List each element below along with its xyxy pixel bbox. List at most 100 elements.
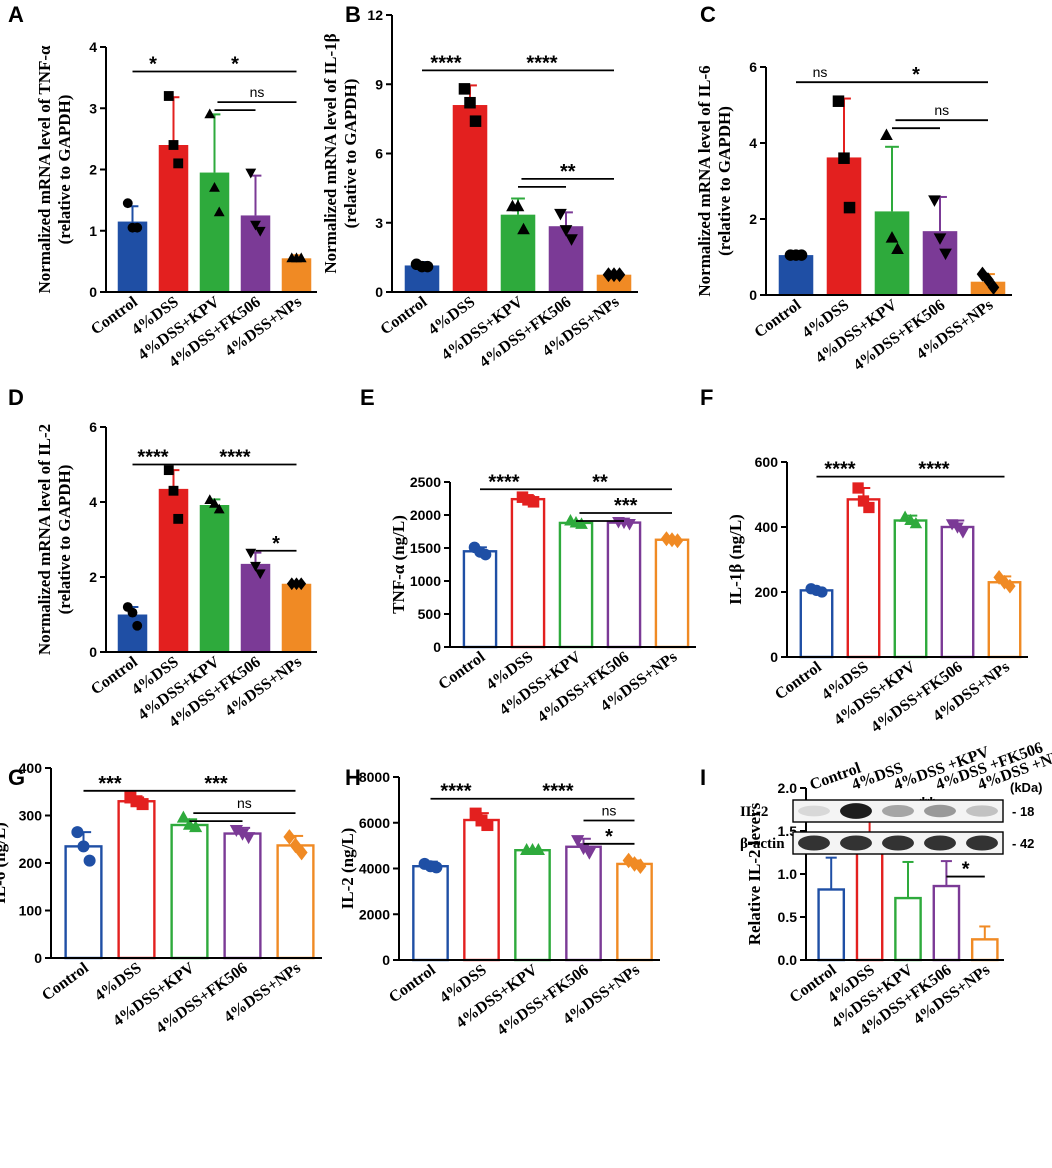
data-point [838, 152, 850, 164]
y-tick-label: 0 [375, 284, 383, 300]
blot-band [798, 805, 830, 817]
data-point [163, 465, 174, 476]
y-axis-label: IL-1β (ng/L) [726, 514, 745, 605]
category-label: Control [751, 296, 804, 341]
data-point [245, 548, 257, 559]
data-point [857, 495, 870, 507]
y-tick-label: 500 [418, 606, 442, 622]
panel-label: H [345, 765, 361, 790]
significance-label: * [962, 859, 970, 881]
bar [548, 226, 584, 292]
data-point [469, 115, 482, 127]
blot-band [882, 804, 914, 818]
y-tick-label: 6000 [359, 815, 390, 831]
data-point [795, 249, 808, 261]
data-point [816, 586, 828, 598]
data-point [83, 854, 96, 867]
significance-label: **** [918, 459, 949, 481]
bar [778, 255, 814, 295]
y-tick-label: 0.0 [778, 952, 798, 968]
bar [281, 583, 312, 652]
y-tick-label: 2500 [410, 474, 441, 490]
y-tick-label: 0 [89, 644, 97, 660]
data-point [511, 199, 525, 212]
data-point [421, 260, 434, 273]
y-tick-label: 300 [19, 808, 43, 824]
significance-label: *** [98, 773, 122, 795]
panel-label: D [8, 385, 24, 410]
bar [596, 274, 632, 292]
data-point [136, 798, 149, 811]
bar [894, 896, 922, 962]
panel-label: E [360, 385, 375, 410]
y-tick-label: 2000 [410, 507, 441, 523]
y-tick-label: 0 [749, 287, 757, 303]
blot-band [840, 835, 872, 851]
data-point [250, 220, 261, 231]
blot-band [798, 835, 830, 851]
bar [932, 884, 961, 962]
y-tick-label: 3 [375, 215, 383, 231]
category-label: Control [772, 658, 825, 703]
category-label: 4%DSS+FK506 [494, 961, 592, 1039]
y-tick-label: 0 [34, 950, 42, 966]
significance-label: ** [592, 471, 608, 493]
category-label: Control [377, 293, 430, 338]
bar [276, 844, 315, 960]
data-point [209, 497, 220, 508]
y-axis-label: (relative to GAPDH) [55, 95, 74, 245]
blot-band [966, 805, 998, 817]
data-point [168, 140, 179, 150]
data-point [671, 533, 684, 549]
bar [199, 505, 230, 652]
bar [158, 145, 189, 292]
panel-label: B [345, 2, 361, 27]
bar [826, 157, 862, 295]
y-tick-label: 4 [89, 494, 97, 510]
significance-label: * [272, 533, 280, 555]
y-tick-label: 6 [749, 59, 757, 75]
y-tick-label: 1.0 [778, 866, 798, 882]
data-point [571, 835, 585, 848]
data-point [843, 201, 856, 214]
data-point [213, 206, 225, 217]
data-point [189, 820, 203, 833]
data-point [479, 548, 492, 561]
kda-marker: - 18 [1012, 804, 1034, 819]
y-axis-label: (relative to GAPDH) [715, 106, 734, 256]
bar [616, 862, 653, 962]
significance-label: * [231, 54, 239, 76]
data-point [885, 231, 899, 243]
data-point [242, 832, 256, 845]
panel-c: C 0 2 4 6 Normalized mRNA level of IL-6 (relat… [695, 2, 1012, 374]
data-point [122, 198, 133, 209]
bar [654, 538, 690, 649]
data-point [464, 96, 476, 109]
significance-label: **** [440, 781, 471, 803]
data-point [213, 503, 225, 514]
bar [199, 172, 230, 292]
data-point [173, 158, 184, 169]
y-axis-label: (relative to GAPDH) [341, 79, 360, 229]
y-tick-label: 2000 [359, 906, 390, 922]
y-tick-label: 0 [433, 639, 441, 655]
data-point [296, 577, 307, 591]
y-tick-label: 6 [89, 419, 97, 435]
significance-label: * [912, 64, 920, 86]
y-tick-label: 4 [89, 39, 97, 55]
significance-label: ns [934, 102, 949, 118]
significance-label: **** [542, 781, 573, 803]
data-point [998, 574, 1011, 590]
panel-d: D 0 2 4 6 Normalized mRNA level of IL-2 (relat… [8, 385, 317, 731]
significance-label: **** [488, 471, 519, 493]
data-point [575, 517, 588, 529]
y-tick-label: 6 [375, 146, 383, 162]
y-tick-label: 200 [755, 584, 779, 600]
significance-label: * [605, 826, 613, 848]
data-point [127, 607, 138, 618]
bar [117, 614, 148, 652]
bar [463, 818, 500, 962]
y-tick-label: 100 [19, 903, 43, 919]
y-tick-label: 0.5 [778, 909, 798, 925]
data-point [993, 570, 1005, 585]
